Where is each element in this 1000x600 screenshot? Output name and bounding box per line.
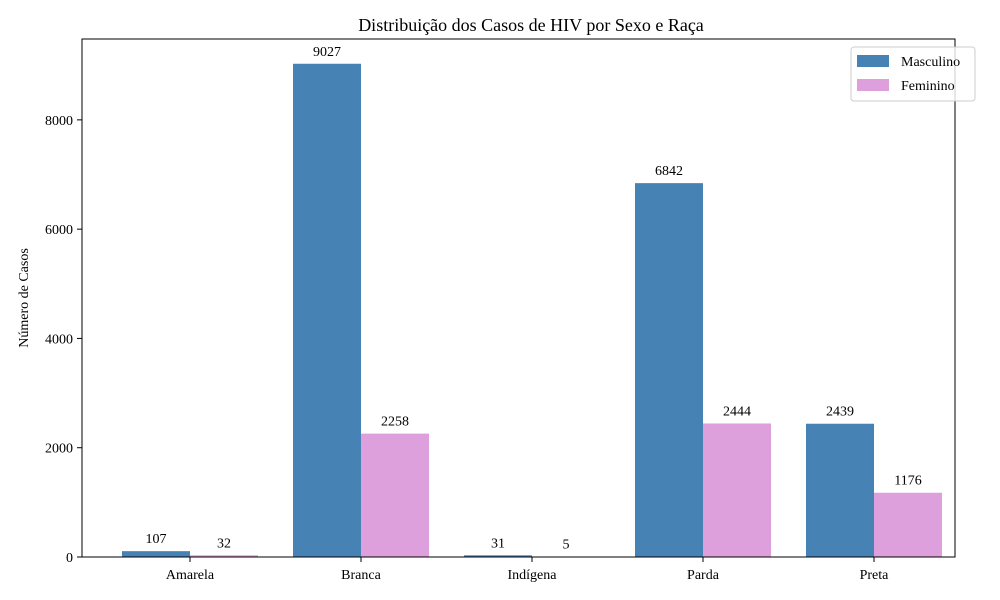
y-tick-label: 6000 — [45, 223, 73, 238]
data-label-feminino-parda: 2444 — [723, 404, 751, 419]
chart-title: Distribuição dos Casos de HIV por Sexo e… — [358, 15, 704, 35]
data-label-masculino-preta: 2439 — [826, 405, 854, 420]
data-label-masculino-amarela: 107 — [146, 532, 167, 547]
data-labels-layer: 107 32 9027 2258 31 5 6842 2444 2439 1176 — [146, 45, 922, 553]
bar-masculino-preta — [806, 423, 874, 557]
data-label-feminino-amarela: 32 — [217, 536, 231, 551]
y-tick-label: 8000 — [45, 114, 73, 129]
bar-masculino-parda — [635, 183, 703, 558]
legend: Masculino Feminino — [850, 46, 976, 102]
data-label-masculino-branca: 9027 — [313, 45, 341, 60]
legend-label-feminino: Feminino — [901, 79, 955, 94]
x-tick-label-amarela: Amarela — [166, 568, 215, 583]
y-tick-label: 0 — [66, 551, 73, 566]
data-label-masculino-indígena: 31 — [491, 536, 505, 551]
data-label-feminino-indígena: 5 — [563, 538, 570, 553]
bar-masculino-amarela — [122, 551, 190, 557]
bar-masculino-branca — [293, 63, 361, 557]
x-tick-label-branca: Branca — [341, 568, 381, 583]
bar-feminino-preta — [874, 492, 942, 557]
y-tick-label: 2000 — [45, 442, 73, 457]
bar-feminino-branca — [361, 433, 429, 557]
x-tick-label-preta: Preta — [860, 568, 890, 583]
bars-layer — [122, 63, 942, 558]
bar-feminino-parda — [703, 423, 771, 557]
legend-label-masculino: Masculino — [901, 55, 960, 70]
plot-frame — [81, 38, 956, 558]
bar-masculino-indígena — [464, 555, 532, 557]
x-tick-label-parda: Parda — [687, 568, 720, 583]
data-label-feminino-branca: 2258 — [381, 415, 409, 430]
bar-feminino-amarela — [190, 555, 258, 557]
y-axis: 0 2000 4000 6000 8000 — [45, 114, 82, 566]
y-axis-label: Número de Casos — [17, 248, 32, 348]
legend-swatch-feminino — [857, 79, 889, 91]
data-label-masculino-parda: 6842 — [655, 164, 683, 179]
legend-swatch-masculino — [857, 55, 889, 67]
y-tick-label: 4000 — [45, 332, 73, 347]
x-axis: Amarela Branca Indígena Parda Preta — [166, 557, 889, 583]
x-tick-label-indígena: Indígena — [508, 568, 558, 583]
data-label-feminino-preta: 1176 — [894, 474, 921, 489]
